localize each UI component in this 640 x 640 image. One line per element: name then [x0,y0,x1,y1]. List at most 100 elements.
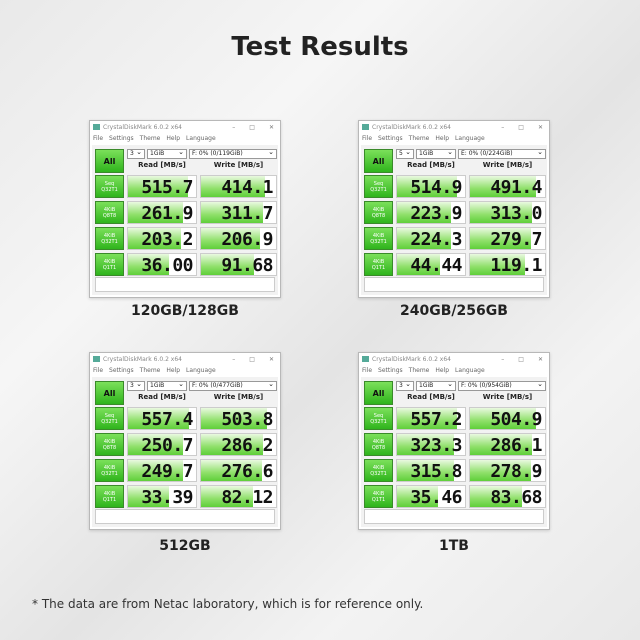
all-button[interactable]: All [95,149,124,173]
row-label-line1: 4KiB [372,206,385,213]
menu-item-settings[interactable]: Settings [109,366,134,374]
menu-item-settings[interactable]: Settings [378,134,403,142]
run-test-button[interactable]: Seq Q32T1 [364,175,393,198]
menu-item-settings[interactable]: Settings [378,366,403,374]
row-label-line2: Q8T8 [371,212,386,219]
test-size-select[interactable]: 1GiB [416,148,456,159]
run-test-button[interactable]: 4KiB Q32T1 [364,227,393,250]
run-test-button[interactable]: 4KiB Q32T1 [95,459,124,482]
run-test-button[interactable]: 4KiB Q8T8 [364,201,393,224]
menu-item-file[interactable]: File [93,134,104,142]
run-test-button[interactable]: 4KiB Q8T8 [95,201,124,224]
run-test-button[interactable]: 4KiB Q8T8 [95,433,124,456]
menu-item-settings[interactable]: Settings [109,134,134,142]
test-count-select[interactable]: 3 [127,148,145,159]
close-icon[interactable]: ✕ [268,123,274,131]
maximize-icon[interactable]: □ [518,355,524,363]
run-test-button[interactable]: Seq Q32T1 [95,175,124,198]
read-cell: 35.46 [396,485,466,508]
write-bar [201,202,264,223]
test-count-select[interactable]: 3 [396,380,414,391]
row-label-line2: Q32T1 [101,418,118,425]
run-test-button[interactable]: 4KiB Q8T8 [364,433,393,456]
test-size-select[interactable]: 1GiB [416,380,456,391]
close-icon[interactable]: ✕ [537,355,543,363]
all-button[interactable]: All [364,149,393,173]
write-bar [470,486,523,507]
menu-item-language[interactable]: Language [186,134,216,142]
read-cell: 250.7 [127,433,197,456]
result-row: 4KiB Q8T8 250.7 286.2 [95,433,277,456]
close-icon[interactable]: ✕ [268,355,274,363]
window-title: CrystalDiskMark 6.0.2 x64 [103,355,182,363]
menu-item-language[interactable]: Language [455,366,485,374]
read-cell: 515.7 [127,175,197,198]
run-test-button[interactable]: Seq Q32T1 [364,407,393,430]
menu-item-file[interactable]: File [362,366,373,374]
run-test-button[interactable]: 4KiB Q1T1 [95,485,124,508]
menu-item-help[interactable]: Help [435,366,450,374]
drive-select[interactable]: F: 0% (0/954GiB) [458,380,546,391]
menu-item-help[interactable]: Help [166,366,181,374]
write-value: 279.7 [490,229,542,250]
maximize-icon[interactable]: □ [518,123,524,131]
menu-bar: File Settings Theme Help Language [359,365,549,375]
crystaldiskmark-window: CrystalDiskMark 6.0.2 x64 – □ ✕ File Settin… [358,352,550,530]
drive-select[interactable]: E: 0% (0/224GiB) [458,148,546,159]
run-test-button[interactable]: 4KiB Q32T1 [364,459,393,482]
maximize-icon[interactable]: □ [249,355,255,363]
write-bar [470,228,532,249]
write-cell: 286.2 [200,433,277,456]
menu-item-language[interactable]: Language [455,134,485,142]
read-bar [397,408,458,429]
comment-field[interactable] [364,277,544,292]
minimize-icon[interactable]: – [232,123,236,131]
write-cell: 82.12 [200,485,277,508]
run-test-button[interactable]: 4KiB Q1T1 [95,253,124,276]
read-value: 203.2 [141,229,193,250]
drive-select[interactable]: F: 0% (0/119GiB) [189,148,277,159]
close-icon[interactable]: ✕ [537,123,543,131]
menu-item-theme[interactable]: Theme [139,134,161,142]
write-cell: 503.8 [200,407,277,430]
write-value: 276.6 [221,461,273,482]
comment-field[interactable] [95,277,275,292]
read-cell: 44.44 [396,253,466,276]
write-bar [201,460,263,481]
menu-item-file[interactable]: File [362,134,373,142]
menu-item-theme[interactable]: Theme [408,134,430,142]
minimize-icon[interactable]: – [232,355,236,363]
run-test-button[interactable]: 4KiB Q1T1 [364,253,393,276]
menu-item-help[interactable]: Help [435,134,450,142]
test-size-select[interactable]: 1GiB [147,148,187,159]
drive-select[interactable]: F: 0% (0/477GiB) [189,380,277,391]
row-label-line1: 4KiB [372,438,385,445]
menu-item-theme[interactable]: Theme [139,366,161,374]
test-size-select[interactable]: 1GiB [147,380,187,391]
all-button[interactable]: All [95,381,124,405]
menu-item-language[interactable]: Language [186,366,216,374]
row-label-line2: Q32T1 [101,238,118,245]
capacity-caption: 240GB/256GB [400,303,508,319]
menu-item-help[interactable]: Help [166,134,181,142]
all-button[interactable]: All [364,381,393,405]
comment-field[interactable] [364,509,544,524]
run-test-button[interactable]: Seq Q32T1 [95,407,124,430]
read-bar [397,228,452,249]
write-cell: 414.1 [200,175,277,198]
test-count-select[interactable]: 5 [396,148,414,159]
read-value: 250.7 [141,435,193,456]
run-test-button[interactable]: 4KiB Q1T1 [364,485,393,508]
read-value: 33.39 [141,487,193,508]
write-header: Write [MB/s] [213,393,264,401]
minimize-icon[interactable]: – [501,355,505,363]
run-test-button[interactable]: 4KiB Q32T1 [95,227,124,250]
result-row: 4KiB Q32T1 224.3 279.7 [364,227,546,250]
menu-item-file[interactable]: File [93,366,104,374]
maximize-icon[interactable]: □ [249,123,255,131]
test-count-select[interactable]: 3 [127,380,145,391]
minimize-icon[interactable]: – [501,123,505,131]
menu-item-theme[interactable]: Theme [408,366,430,374]
write-cell: 313.0 [469,201,546,224]
comment-field[interactable] [95,509,275,524]
